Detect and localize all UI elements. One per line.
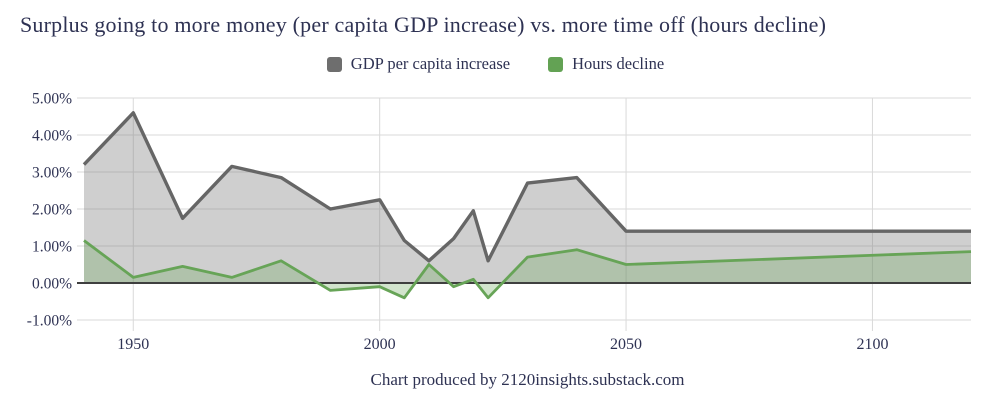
y-tick-label: 5.00%	[32, 91, 72, 108]
y-tick-label: -1.00%	[27, 313, 72, 330]
gdp-legend-swatch-icon	[326, 56, 342, 72]
hours-legend-swatch-icon	[548, 56, 564, 72]
chart-title: Surplus going to more money (per capita …	[20, 12, 827, 37]
y-tick-label: 3.00%	[32, 165, 72, 182]
legend-item-hours[interactable]: Hours decline	[548, 54, 664, 74]
chart-footer-credit: Chart produced by 2120insights.substack.…	[370, 370, 685, 389]
hours-area	[84, 240, 971, 298]
legend-label-hours: Hours decline	[572, 54, 665, 73]
y-tick-label: 2.00%	[32, 202, 72, 219]
legend-label-gdp: GDP per capita increase	[350, 54, 511, 73]
y-tick-label: 4.00%	[32, 128, 72, 145]
y-tick-label: 0.00%	[32, 276, 72, 293]
hours-line	[83, 239, 972, 300]
legend-item-gdp[interactable]: GDP per capita increase	[326, 54, 511, 74]
x-tick-label: 2100	[856, 336, 888, 353]
x-tick-label: 1950	[117, 336, 149, 353]
x-tick-label: 2050	[610, 336, 642, 353]
x-tick-label: 2000	[364, 336, 396, 353]
chart-legend: GDP per capita increase Hours decline	[0, 54, 991, 74]
gdp-line	[82, 111, 971, 263]
y-tick-label: 1.00%	[32, 239, 72, 256]
gdp-area	[84, 112, 971, 283]
